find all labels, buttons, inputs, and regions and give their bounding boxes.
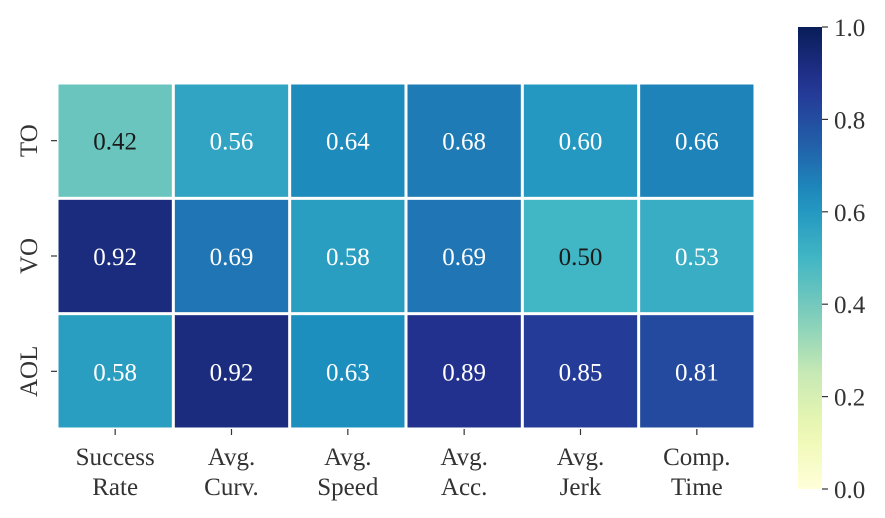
heatmap-cell	[174, 315, 289, 428]
heatmap-cell	[58, 315, 172, 428]
heatmap-cell	[58, 199, 172, 313]
x-tick-label: Jerk	[560, 474, 602, 501]
colorbar: 0.0 0.2 0.4 0.6 0.8 1.0	[798, 15, 866, 504]
heatmap-cell	[174, 199, 289, 313]
colorbar-tick-label: 0.6	[834, 200, 865, 227]
cell-value-label: 0.68	[442, 129, 486, 156]
heatmap-cell	[640, 84, 754, 197]
heatmap-cell	[523, 84, 638, 197]
cell-value-label: 0.92	[210, 359, 254, 386]
y-axis-ticks: TO VO AOL	[16, 124, 57, 397]
x-tick-label: Comp.	[663, 444, 730, 471]
cell-value-label: 0.89	[442, 359, 486, 386]
x-axis-ticks: Success Rate Avg. Curv. Avg. Speed Avg. Acc. Avg…	[76, 428, 731, 501]
cell-value-label: 0.63	[326, 359, 370, 386]
x-tick-label: Curv.	[204, 474, 259, 501]
cell-value-label: 0.60	[559, 129, 603, 156]
heatmap-cell	[291, 315, 405, 428]
heatmap-cell	[407, 199, 521, 313]
cell-value-label: 0.81	[675, 359, 719, 386]
colorbar-tick-label: 0.0	[834, 477, 865, 504]
colorbar-tick-label: 1.0	[834, 15, 865, 42]
cell-value-label: 0.53	[675, 244, 719, 271]
x-tick-label: Avg.	[324, 444, 371, 471]
heatmap-cell	[58, 84, 172, 197]
cell-value-label: 0.50	[559, 244, 603, 271]
x-tick-label: Time	[671, 474, 723, 501]
cell-value-label: 0.85	[559, 359, 603, 386]
cell-value-label: 0.56	[210, 129, 254, 156]
colorbar-tick-label: 0.2	[834, 385, 865, 412]
heatmap-cell	[407, 84, 521, 197]
x-tick-label: Avg.	[557, 444, 604, 471]
heatmap-cell	[291, 84, 405, 197]
heatmap-cell	[407, 315, 521, 428]
x-tick-label: Avg.	[208, 444, 255, 471]
heatmap-cell	[291, 199, 405, 313]
cell-value-label: 0.42	[93, 129, 137, 156]
cell-value-label: 0.69	[210, 244, 254, 271]
cell-value-label: 0.92	[93, 244, 137, 271]
heatmap-cell	[640, 199, 754, 313]
heatmap-cell	[174, 84, 289, 197]
colorbar-tick-label: 0.4	[834, 292, 866, 319]
heatmap-cell	[640, 315, 754, 428]
cell-value-label: 0.66	[675, 129, 719, 156]
x-tick-label: Speed	[317, 474, 379, 501]
y-tick-label: AOL	[16, 346, 43, 397]
cell-value-label: 0.58	[93, 359, 137, 386]
y-tick-label: TO	[16, 124, 43, 157]
cell-value-label: 0.69	[442, 244, 486, 271]
x-tick-label: Acc.	[441, 474, 488, 501]
colorbar-gradient	[798, 27, 822, 489]
cell-value-label: 0.64	[326, 129, 370, 156]
cell-value-label: 0.58	[326, 244, 370, 271]
x-tick-label: Success	[76, 444, 155, 471]
x-tick-label: Rate	[92, 474, 138, 501]
y-tick-label: VO	[16, 238, 43, 274]
x-tick-label: Avg.	[440, 444, 487, 471]
heatmap-cell	[523, 315, 638, 428]
colorbar-tick-label: 0.8	[834, 107, 865, 134]
heatmap-cell	[523, 199, 638, 313]
heatmap-cells: 0.42 0.56 0.64 0.68 0.60 0.66 0.92 0.69 0.58 0.69…	[58, 84, 754, 428]
